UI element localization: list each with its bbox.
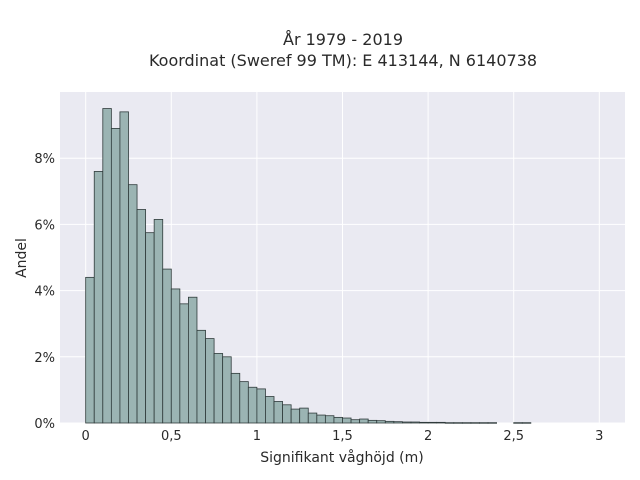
bar-30 (342, 417, 352, 424)
bar-19 (247, 386, 258, 424)
bar-33 (367, 419, 378, 424)
x-tick-label-3: 1,5 (332, 429, 353, 444)
bar-4 (119, 111, 129, 424)
bar-44 (461, 422, 472, 424)
bar-10 (170, 288, 181, 424)
bar-21 (265, 396, 275, 424)
bar-27 (316, 414, 326, 424)
x-axis-label: Signifikant våghöjd (m) (260, 449, 423, 466)
bar-29 (333, 416, 343, 424)
bar-50 (513, 422, 523, 424)
y-tick-label-0: 0% (34, 417, 55, 432)
bar-26 (307, 412, 318, 424)
bar-5 (128, 184, 138, 424)
bar-13 (196, 329, 206, 424)
bar-24 (290, 408, 301, 424)
bar-41 (436, 421, 446, 424)
y-tick-label-2: 4% (34, 285, 55, 300)
x-tick-label-1: 0,5 (161, 429, 182, 444)
bar-15 (213, 353, 224, 424)
y-axis-label: Andel (14, 238, 30, 278)
x-tick-labels: 0 0,5 1 1,5 2 2,5 3 (82, 429, 604, 444)
bar-17 (230, 372, 241, 424)
bar-51 (521, 422, 532, 424)
bar-20 (256, 388, 266, 424)
bar-16 (222, 356, 232, 424)
bar-22 (273, 401, 283, 424)
bar-25 (299, 407, 309, 424)
bar-37 (402, 421, 412, 424)
x-tick-label-0: 0 (82, 429, 90, 444)
bar-2 (102, 108, 112, 424)
bar-32 (359, 418, 369, 424)
bar-1 (93, 171, 104, 424)
bar-34 (376, 420, 386, 424)
x-tick-label-4: 2 (424, 429, 432, 444)
bar-38 (410, 421, 420, 424)
bar-3 (110, 128, 121, 424)
bar-7 (145, 232, 155, 424)
chart-title-line1: År 1979 - 2019 (283, 30, 403, 49)
bar-18 (239, 381, 249, 424)
bar-8 (153, 219, 164, 424)
y-tick-label-3: 6% (34, 218, 55, 233)
bar-36 (393, 421, 403, 424)
bar-0 (85, 276, 95, 424)
bar-47 (487, 422, 497, 424)
y-tick-labels: 0% 2% 4% 6% 8% (34, 152, 55, 432)
bar-39 (419, 421, 429, 424)
bar-11 (179, 303, 189, 424)
x-tick-label-2: 1 (253, 429, 261, 444)
bar-43 (453, 422, 463, 424)
y-tick-label-4: 8% (34, 152, 55, 167)
bar-6 (136, 209, 147, 424)
bar-9 (162, 268, 172, 424)
y-tick-label-1: 2% (34, 351, 55, 366)
bars (85, 108, 532, 424)
chart-title-line2: Koordinat (Sweref 99 TM): E 413144, N 61… (149, 51, 537, 70)
bar-28 (324, 415, 335, 424)
bar-42 (444, 422, 455, 424)
bar-23 (282, 404, 292, 424)
bar-46 (479, 422, 489, 424)
bar-31 (350, 419, 361, 424)
bar-35 (384, 420, 395, 424)
x-tick-label-5: 2,5 (503, 429, 524, 444)
bar-12 (188, 296, 198, 424)
bar-14 (205, 338, 215, 424)
bar-45 (470, 422, 480, 424)
bar-40 (427, 421, 438, 424)
x-tick-label-6: 3 (595, 429, 603, 444)
